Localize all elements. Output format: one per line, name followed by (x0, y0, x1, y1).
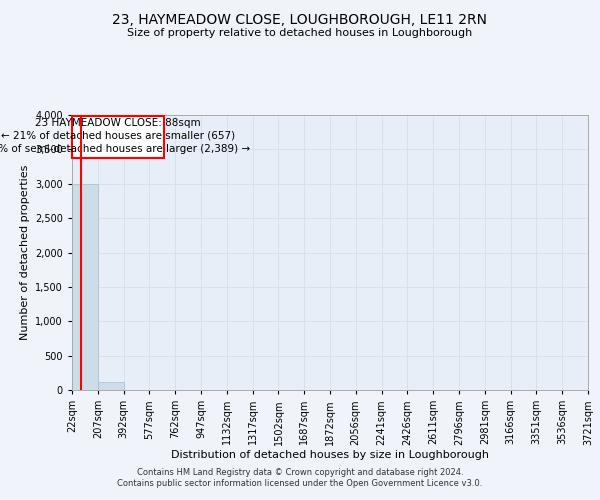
X-axis label: Distribution of detached houses by size in Loughborough: Distribution of detached houses by size … (171, 450, 489, 460)
Y-axis label: Number of detached properties: Number of detached properties (20, 165, 29, 340)
Text: Size of property relative to detached houses in Loughborough: Size of property relative to detached ho… (127, 28, 473, 38)
Text: Contains HM Land Registry data © Crown copyright and database right 2024.
Contai: Contains HM Land Registry data © Crown c… (118, 468, 482, 487)
Bar (98, 382, 124, 390)
Text: ← 21% of detached houses are smaller (657): ← 21% of detached houses are smaller (65… (1, 131, 235, 141)
Text: 23 HAYMEADOW CLOSE: 88sqm: 23 HAYMEADOW CLOSE: 88sqm (35, 118, 201, 128)
Text: 23, HAYMEADOW CLOSE, LOUGHBOROUGH, LE11 2RN: 23, HAYMEADOW CLOSE, LOUGHBOROUGH, LE11 … (113, 12, 487, 26)
Text: 78% of semi-detached houses are larger (2,389) →: 78% of semi-detached houses are larger (… (0, 144, 250, 154)
Bar (72, 184, 98, 390)
FancyBboxPatch shape (72, 116, 164, 158)
